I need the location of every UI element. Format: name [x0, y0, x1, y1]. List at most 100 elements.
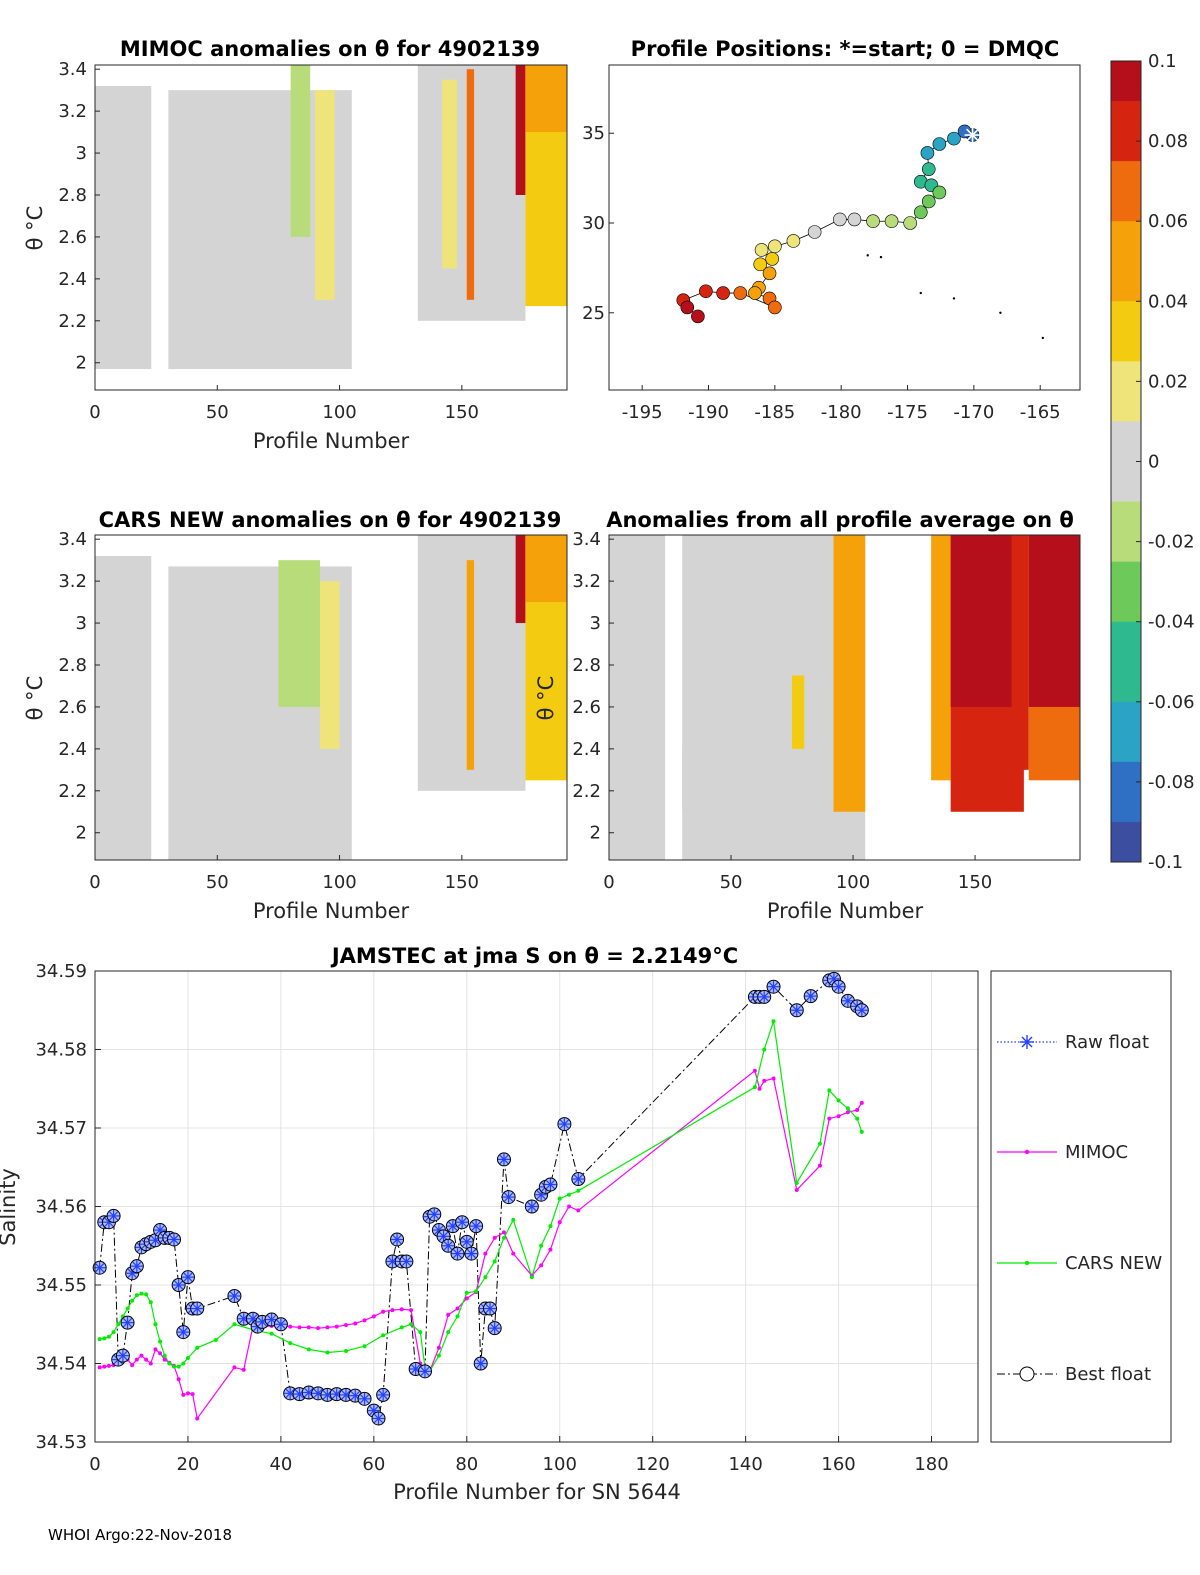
colorbar-segment [1111, 121, 1141, 142]
mimoc-point [794, 1188, 799, 1193]
cars-point [116, 1322, 121, 1327]
cars-point [455, 1314, 460, 1319]
best-float-line [99, 978, 863, 1420]
x-tick-label: 120 [636, 1454, 670, 1475]
heat-cell [102, 257, 144, 363]
mimoc-point [548, 1247, 553, 1252]
x-tick-label: -165 [1020, 402, 1061, 423]
x-tick-label: -195 [622, 402, 663, 423]
colorbar-segment [1111, 761, 1141, 783]
colorbar-segment [1111, 661, 1141, 683]
y-tick-label: 2.2 [572, 781, 601, 802]
y-tick-label: 2.6 [58, 697, 87, 718]
cars-point [501, 1235, 506, 1240]
star-stroke [359, 1394, 370, 1404]
raw-star-icon [767, 980, 780, 993]
x-tick-label: -185 [754, 402, 795, 423]
mimoc-point [148, 1361, 153, 1366]
heat-cell [833, 535, 866, 812]
star-stroke [805, 991, 816, 1001]
cars-point [436, 1353, 441, 1358]
salinity-panel: JAMSTEC at jma S on θ = 2.2149°C 0 20 40 60… [0, 944, 979, 1504]
cars-point [125, 1306, 130, 1311]
colorbar-segment [1111, 221, 1141, 242]
best-float-point [129, 1259, 144, 1274]
raw-star-icon [358, 1392, 371, 1405]
legend-item-best: Best float [997, 1364, 1151, 1385]
mimoc-point [144, 1357, 149, 1362]
star-icon [1020, 1035, 1034, 1049]
legend-item-mimoc: MIMOC [997, 1142, 1128, 1163]
star-stroke [173, 1280, 184, 1290]
best-float-point [427, 1207, 442, 1222]
y-tick-label: 2.8 [58, 655, 87, 676]
mimoc-point [325, 1325, 330, 1330]
best-float-point [464, 1246, 479, 1261]
star-stroke [420, 1366, 430, 1377]
profile-point [753, 257, 768, 272]
raw-star-icon [93, 1261, 106, 1274]
colorbar-segment [1111, 561, 1141, 583]
cars-point [855, 1116, 860, 1121]
star-stroke [378, 1390, 388, 1400]
best-float-point [450, 1246, 465, 1261]
cars-point [539, 1243, 544, 1248]
footer-credit: WHOI Argo:22-Nov-2018 [48, 1526, 232, 1544]
heat-cell [950, 535, 1012, 707]
profile-point [932, 185, 947, 200]
profile-point [807, 225, 822, 239]
profile-point [768, 239, 782, 254]
legend-label-best: Best float [1065, 1364, 1151, 1385]
profile-point [921, 162, 936, 176]
colorbar-segment [1111, 181, 1141, 202]
cars-point [139, 1291, 144, 1296]
raw-star-icon [804, 990, 817, 1003]
profile-point [716, 286, 730, 300]
mimoc-point [539, 1263, 544, 1268]
allprof-panel: Anomalies from all profile average on θ … [534, 508, 1081, 923]
star-stroke [485, 1303, 495, 1314]
x-tick-label: 100 [836, 872, 870, 893]
star-stroke [122, 1317, 133, 1328]
best-float-point [455, 1215, 470, 1230]
profile-point [884, 214, 899, 229]
x-tick-label: -180 [821, 402, 862, 423]
salinity-title: JAMSTEC at jma S on θ = 2.2149°C [330, 944, 738, 968]
salinity-xlabel: Profile Number for SN 5644 [393, 1480, 681, 1504]
dmqc-dot [999, 311, 1002, 314]
y-tick-label: 35 [582, 123, 605, 144]
colorbar-segment [1111, 701, 1141, 723]
mimoc-point [343, 1323, 348, 1328]
colorbar-segment [1111, 681, 1141, 703]
allprof-xlabel: Profile Number [767, 899, 924, 923]
x-tick-label: 0 [603, 872, 614, 893]
profile-point [768, 300, 782, 315]
start-star-icon [964, 127, 981, 144]
cars-point [752, 1085, 757, 1090]
cars-point [492, 1259, 497, 1264]
cars-point [269, 1331, 274, 1336]
colorbar-segment [1111, 261, 1141, 282]
best-float-point [831, 979, 846, 994]
colorbar-tick-label: 0.1 [1148, 51, 1177, 72]
raw-star-icon [488, 1322, 501, 1335]
mimoc-point [827, 1116, 832, 1121]
profile-point [947, 131, 961, 146]
mimoc-ylabel: θ °C [23, 206, 47, 251]
raw-star-icon [832, 980, 845, 993]
colorbar-segment [1111, 821, 1141, 843]
star-stroke [410, 1364, 421, 1374]
profile-point [833, 212, 847, 227]
x-tick-label: 20 [176, 1454, 199, 1475]
y-tick-label: 30 [582, 213, 605, 234]
dmqc-dot [866, 254, 869, 257]
star-stroke [392, 1234, 402, 1245]
x-tick-label: 50 [206, 872, 229, 893]
raw-star-icon [572, 1173, 585, 1186]
heat-cell [682, 744, 756, 812]
star-stroke [94, 1263, 105, 1273]
colorbar-segment [1111, 281, 1141, 302]
heat-cell [319, 581, 340, 749]
profile-point [765, 252, 779, 266]
mimoc-point [464, 1296, 469, 1301]
